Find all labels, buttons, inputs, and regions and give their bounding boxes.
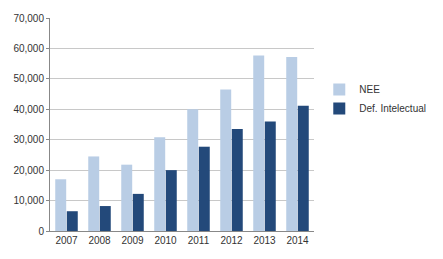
svg-text:2012: 2012 <box>220 235 243 246</box>
svg-text:20,000: 20,000 <box>13 165 44 176</box>
svg-text:2008: 2008 <box>88 235 111 246</box>
svg-text:2010: 2010 <box>154 235 177 246</box>
svg-text:Def. Intelectual: Def. Intelectual <box>359 103 426 114</box>
svg-text:30,000: 30,000 <box>13 134 44 145</box>
svg-text:10,000: 10,000 <box>13 195 44 206</box>
svg-text:NEE: NEE <box>359 84 380 95</box>
svg-text:2011: 2011 <box>188 235 210 246</box>
svg-text:70,000: 70,000 <box>13 13 44 24</box>
svg-text:40,000: 40,000 <box>13 104 44 115</box>
svg-text:2014: 2014 <box>286 235 309 246</box>
svg-text:60,000: 60,000 <box>13 43 44 54</box>
svg-text:50,000: 50,000 <box>13 73 44 84</box>
svg-text:2007: 2007 <box>55 235 78 246</box>
svg-text:2009: 2009 <box>121 235 144 246</box>
svg-text:0: 0 <box>38 226 44 237</box>
svg-text:2013: 2013 <box>253 235 276 246</box>
